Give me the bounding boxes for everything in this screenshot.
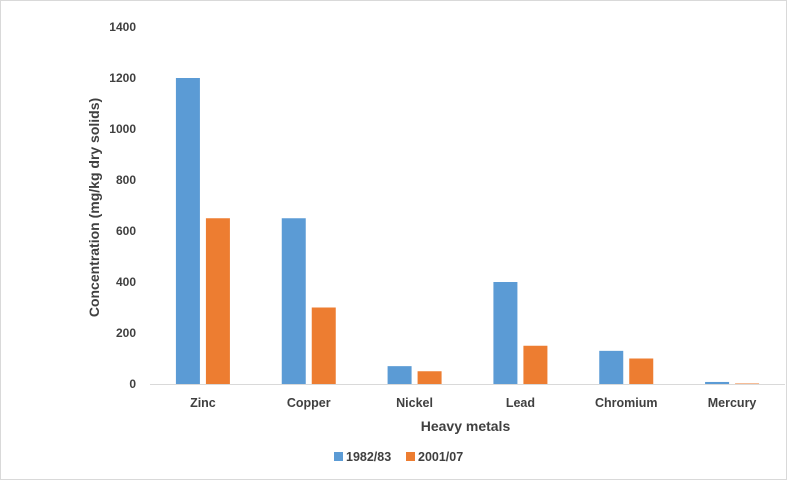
x-tick-label: Chromium [595,396,658,410]
bar [281,218,306,384]
bar [417,371,442,384]
bar [493,282,518,384]
y-tick-label: 1200 [109,71,136,85]
bar [523,345,548,384]
x-tick-label: Nickel [396,396,433,410]
y-tick-label: 800 [116,173,136,187]
legend-label: 1982/83 [346,450,391,464]
y-tick-label: 600 [116,224,136,238]
bar [205,218,230,384]
bar [311,307,336,384]
x-tick-label: Mercury [708,396,757,410]
bars [175,78,760,384]
bar [705,381,730,384]
legend-swatch [406,452,415,461]
bar [599,350,624,384]
x-tick-label: Copper [287,396,331,410]
legend-label: 2001/07 [418,450,463,464]
y-tick-label: 400 [116,275,136,289]
legend-swatch [334,452,343,461]
y-tick-label: 1400 [109,20,136,34]
bar [387,366,412,384]
x-axis-categories: Zinc Copper Nickel Lead Chromium Mercury [190,396,756,410]
legend: 1982/83 2001/07 [334,450,463,464]
bar [175,78,200,384]
bar [735,383,760,384]
bar [629,358,654,384]
x-axis-title: Heavy metals [421,418,511,434]
y-axis-ticks: 0 200 400 600 800 1000 1200 1400 [109,20,136,391]
x-tick-label: Lead [506,396,535,410]
x-tick-label: Zinc [190,396,216,410]
y-tick-label: 1000 [109,122,136,136]
y-tick-label: 200 [116,326,136,340]
y-axis-title: Concentration (mg/kg dry solids) [86,98,102,317]
y-tick-label: 0 [129,377,136,391]
